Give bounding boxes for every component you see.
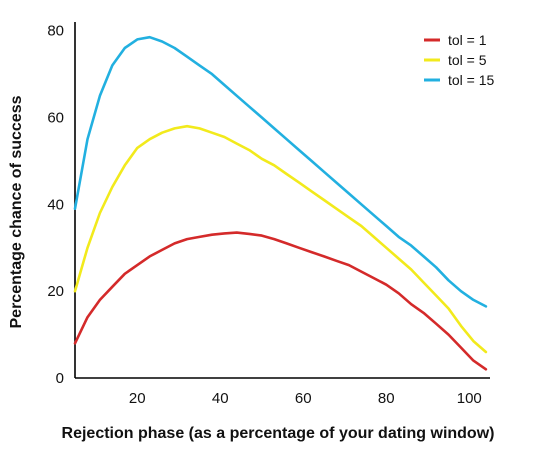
x-tick-label: 100 (457, 390, 482, 407)
series (73, 35, 488, 371)
y-tick-label: 20 (47, 283, 64, 300)
y-axis-title: Percentage chance of success (8, 95, 25, 328)
y-tick-label: 60 (47, 110, 64, 127)
y-tick-label: 80 (47, 23, 64, 40)
legend: tol = 1 tol = 5 tol = 15 (424, 32, 495, 88)
legend-label: tol = 15 (448, 72, 495, 88)
series-line-2 (73, 124, 488, 354)
axes (74, 22, 490, 379)
x-axis-title: Rejection phase (as a percentage of your… (62, 425, 495, 442)
legend-label: tol = 5 (448, 52, 487, 68)
x-tick-label: 60 (295, 390, 312, 407)
y-tick-label: 0 (56, 370, 64, 387)
legend-label: tol = 1 (448, 32, 487, 48)
x-tick-label: 80 (378, 390, 395, 407)
series-line-3 (73, 35, 488, 308)
x-tick-label: 40 (212, 390, 229, 407)
x-tick-label: 20 (129, 390, 146, 407)
series-line-1 (73, 231, 488, 371)
y-tick-label: 40 (47, 196, 64, 213)
tick-labels: 0 20 40 60 80 20 40 60 80 100 (47, 23, 481, 407)
